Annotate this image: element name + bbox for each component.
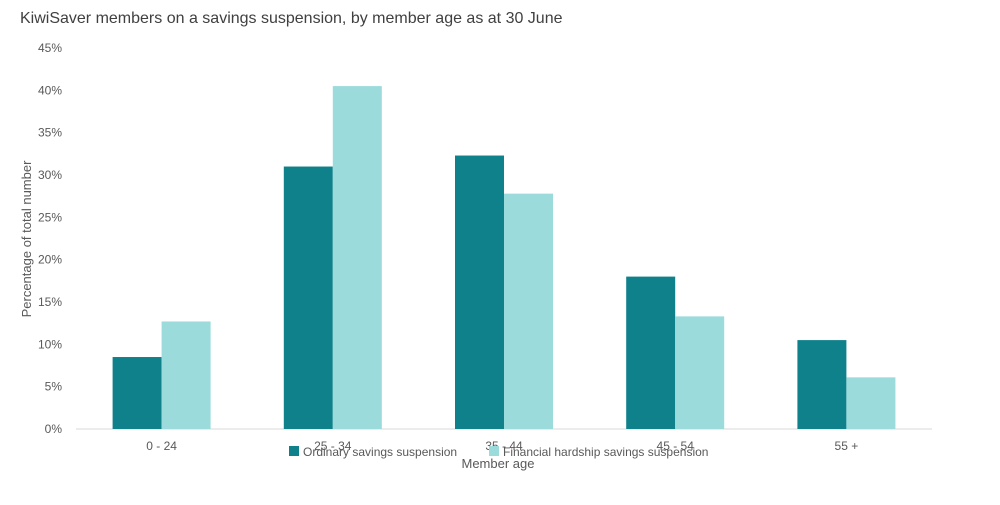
bar-hardship-4 [846,377,896,429]
x-tick-label: 0 - 24 [146,439,177,453]
bar-ordinary-1 [283,166,333,430]
bars [112,86,896,430]
bar-hardship-2 [504,193,553,429]
legend-swatch [289,446,299,456]
bar-hardship-0 [161,321,211,429]
y-tick-label: 15% [38,295,62,309]
legend-label: Ordinary savings suspension [303,445,457,459]
y-tick-label: 25% [38,210,62,224]
y-tick-label: 40% [38,83,62,97]
y-tick-label: 0% [45,422,63,436]
legend-swatch [489,446,499,456]
y-axis: 0% 5% 10% 15% 20% 25% 30% 35% 40% 45% [38,41,62,436]
bar-ordinary-3 [626,276,676,429]
bar-ordinary-2 [455,155,504,429]
y-axis-label: Percentage of total number [19,160,34,317]
bar-hardship-1 [332,86,382,429]
x-axis-label: Member age [462,456,535,471]
y-tick-label: 45% [38,41,62,55]
y-tick-label: 10% [38,337,62,351]
bar-ordinary-4 [797,340,847,429]
y-tick-label: 30% [38,168,62,182]
chart-title: KiwiSaver members on a savings suspensio… [20,10,563,27]
x-tick-label: 45 - 54 [657,439,695,453]
x-tick-label: 55 + [835,439,859,453]
y-tick-label: 35% [38,126,62,140]
legend-label: Financial hardship savings suspension [503,445,708,459]
legend: Ordinary savings suspension Financial har… [289,445,708,459]
x-tick-label: 25 - 34 [314,439,352,453]
y-tick-label: 20% [38,253,62,267]
y-tick-label: 5% [45,380,63,394]
bar-ordinary-0 [112,357,162,429]
bar-hardship-3 [675,316,725,429]
